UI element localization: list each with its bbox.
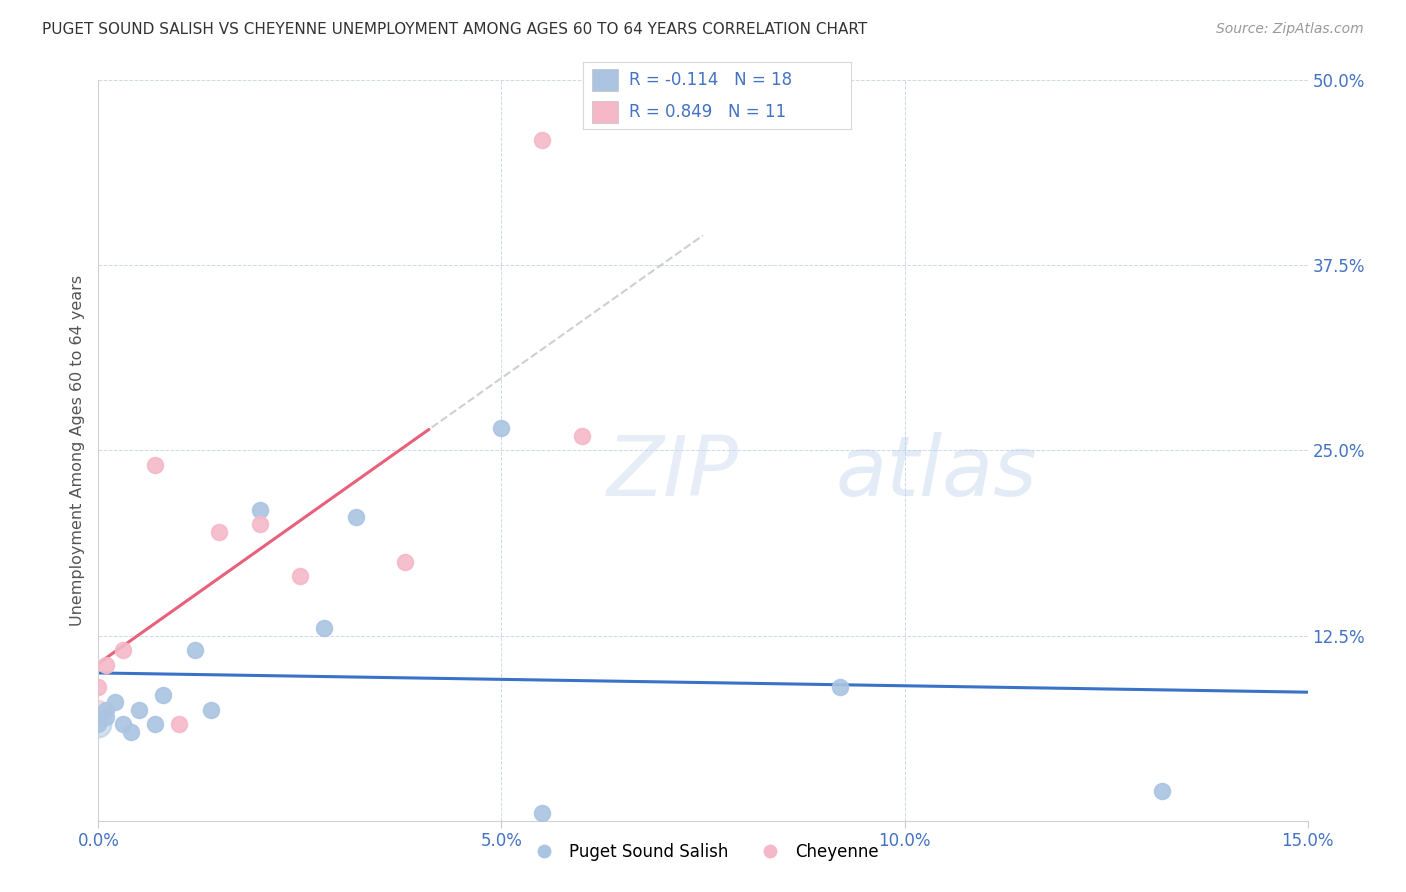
Text: Source: ZipAtlas.com: Source: ZipAtlas.com <box>1216 22 1364 37</box>
Text: ZIP: ZIP <box>607 432 740 513</box>
Point <box>200 703 222 717</box>
Point <box>87 717 110 731</box>
Text: R = -0.114   N = 18: R = -0.114 N = 18 <box>628 70 792 89</box>
Legend: Puget Sound Salish, Cheyenne: Puget Sound Salish, Cheyenne <box>520 837 886 868</box>
Point <box>394 555 416 569</box>
Point <box>120 724 142 739</box>
Point <box>314 621 336 635</box>
Point <box>96 658 118 673</box>
Point <box>96 710 118 724</box>
Point <box>249 502 271 516</box>
Point <box>111 643 134 657</box>
Point <box>344 510 367 524</box>
Point <box>167 717 190 731</box>
Point <box>249 517 271 532</box>
Point <box>530 132 553 146</box>
Point <box>87 681 110 695</box>
Point <box>571 428 593 442</box>
Text: R = 0.849   N = 11: R = 0.849 N = 11 <box>628 103 786 121</box>
Text: atlas: atlas <box>837 432 1038 513</box>
FancyBboxPatch shape <box>592 70 619 91</box>
Point <box>87 717 110 731</box>
Point <box>143 458 166 473</box>
Point <box>152 688 174 702</box>
Point <box>103 695 125 709</box>
Y-axis label: Unemployment Among Ages 60 to 64 years: Unemployment Among Ages 60 to 64 years <box>69 275 84 626</box>
Point <box>491 421 513 435</box>
Point <box>111 717 134 731</box>
Point <box>288 569 311 583</box>
Point <box>128 703 150 717</box>
Point <box>184 643 207 657</box>
Point <box>96 703 118 717</box>
FancyBboxPatch shape <box>592 102 619 123</box>
Point <box>208 524 231 539</box>
Point <box>530 806 553 821</box>
Point <box>87 703 110 717</box>
Point <box>828 681 851 695</box>
Point <box>1152 784 1174 798</box>
Point <box>143 717 166 731</box>
Text: PUGET SOUND SALISH VS CHEYENNE UNEMPLOYMENT AMONG AGES 60 TO 64 YEARS CORRELATIO: PUGET SOUND SALISH VS CHEYENNE UNEMPLOYM… <box>42 22 868 37</box>
